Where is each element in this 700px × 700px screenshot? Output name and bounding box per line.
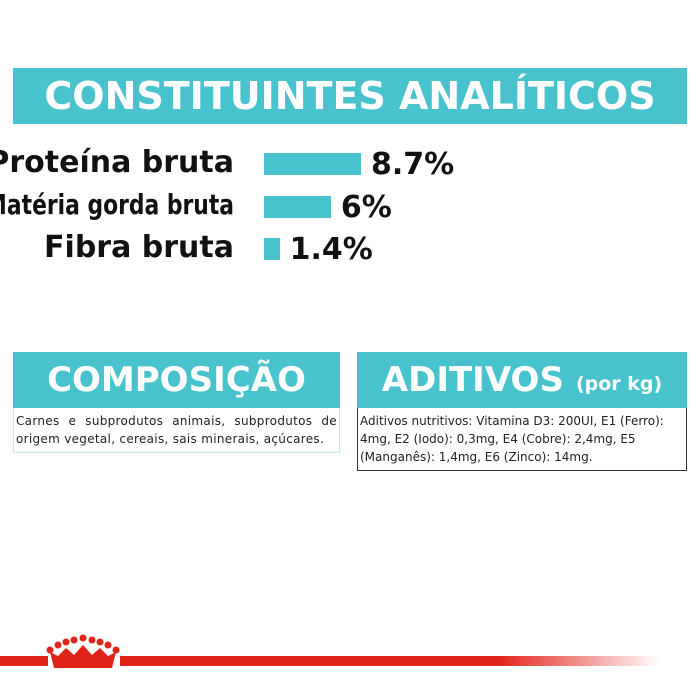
analytics-title: CONSTITUINTES ANALÍTICOS [44, 74, 656, 118]
item-label: Fibra bruta [44, 230, 234, 265]
composition-text: Carnes e subprodutos animais, subproduto… [13, 408, 340, 453]
additives-unit: (por kg) [575, 373, 663, 395]
additives-banner: ADITIVOS (por kg) [357, 352, 687, 408]
value-label: 8.7% [371, 147, 455, 182]
footer-line-left [0, 656, 48, 666]
bar [264, 153, 361, 175]
composition-banner: COMPOSIÇÃO [13, 352, 340, 408]
analytics-banner: CONSTITUINTES ANALÍTICOS [13, 68, 687, 124]
item-label: Matéria gorda bruta [0, 188, 234, 221]
value-label: 1.4% [289, 232, 373, 267]
composition-title: COMPOSIÇÃO [47, 360, 306, 400]
additives-title: ADITIVOS [381, 360, 564, 400]
crown [46, 634, 120, 668]
bar [264, 196, 331, 218]
value-label: 6% [340, 190, 392, 225]
bar [264, 238, 280, 260]
footer-line [120, 656, 660, 666]
item-label: Proteína bruta [0, 145, 234, 180]
additives-text: Aditivos nutritivos: Vitamina D3: 200UI,… [357, 408, 687, 471]
